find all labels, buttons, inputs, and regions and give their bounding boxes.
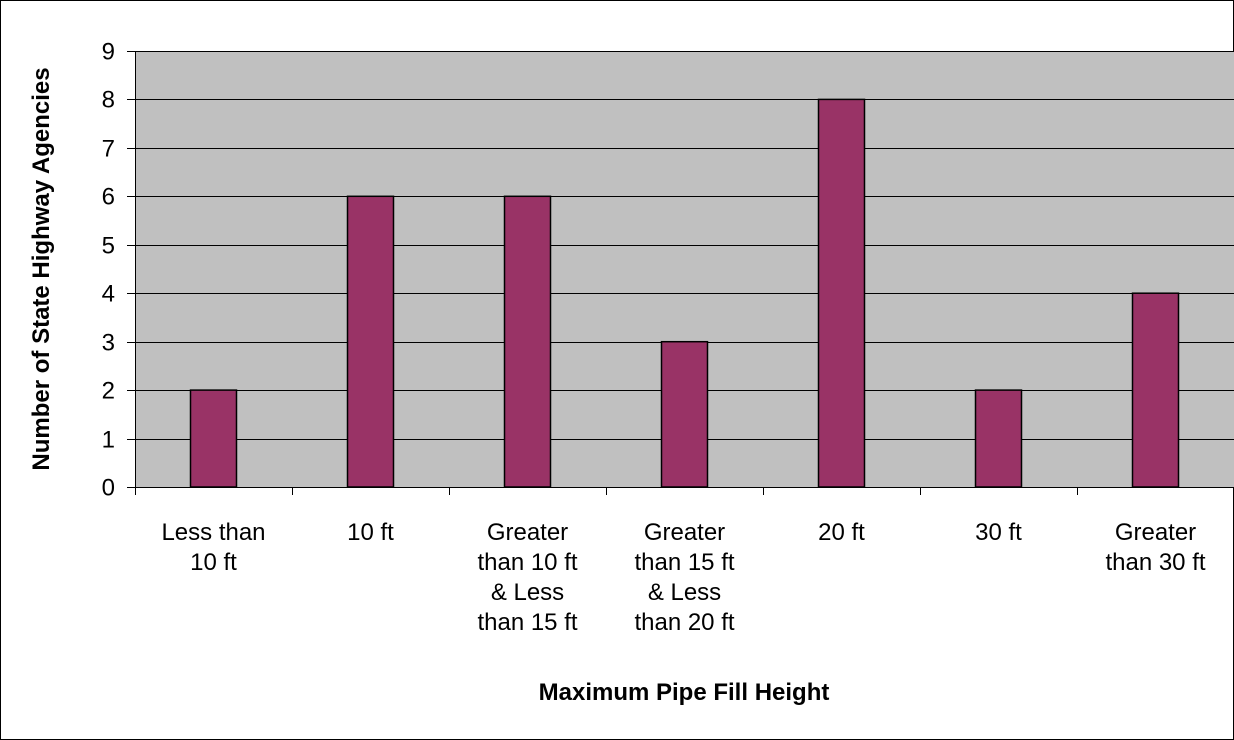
y-tick-label: 4 <box>102 281 115 308</box>
y-axis-title: Number of State Highway Agencies <box>28 67 55 470</box>
bar <box>660 340 709 488</box>
y-tick-label: 5 <box>102 233 115 260</box>
y-tick-label: 3 <box>102 330 115 357</box>
bar <box>346 195 395 488</box>
y-tick-label: 1 <box>102 427 115 454</box>
x-tick-label: Greater than 30 ft <box>1105 519 1205 576</box>
x-axis-title: Maximum Pipe Fill Height <box>539 679 830 706</box>
x-tick-label: 10 ft <box>347 519 394 546</box>
y-tick-label: 0 <box>102 475 115 502</box>
x-tick-label: 30 ft <box>975 519 1022 546</box>
bar <box>974 389 1023 488</box>
bar <box>1131 292 1180 488</box>
x-tick-label: Less than 10 ft <box>161 519 265 576</box>
bar <box>503 195 552 488</box>
axes <box>127 51 1234 495</box>
x-tick-label: Greater than 10 ft & Less than 15 ft <box>477 519 577 636</box>
y-tick-label: 6 <box>102 184 115 211</box>
bar <box>817 98 866 488</box>
x-tick-labels: Less than 10 ft 10 ft Greater than 10 ft & Le… <box>161 519 1205 636</box>
y-tick-label: 8 <box>102 87 115 114</box>
y-tick-labels: 0 1 2 3 4 5 6 7 8 9 <box>102 39 115 502</box>
y-tick-label: 7 <box>102 136 115 163</box>
y-tick-label: 9 <box>102 39 115 66</box>
x-tick-label: Greater than 15 ft & Less than 20 ft <box>634 519 734 636</box>
y-tick-label: 2 <box>102 378 115 405</box>
x-tick-label: 20 ft <box>818 519 865 546</box>
bar <box>189 389 238 488</box>
